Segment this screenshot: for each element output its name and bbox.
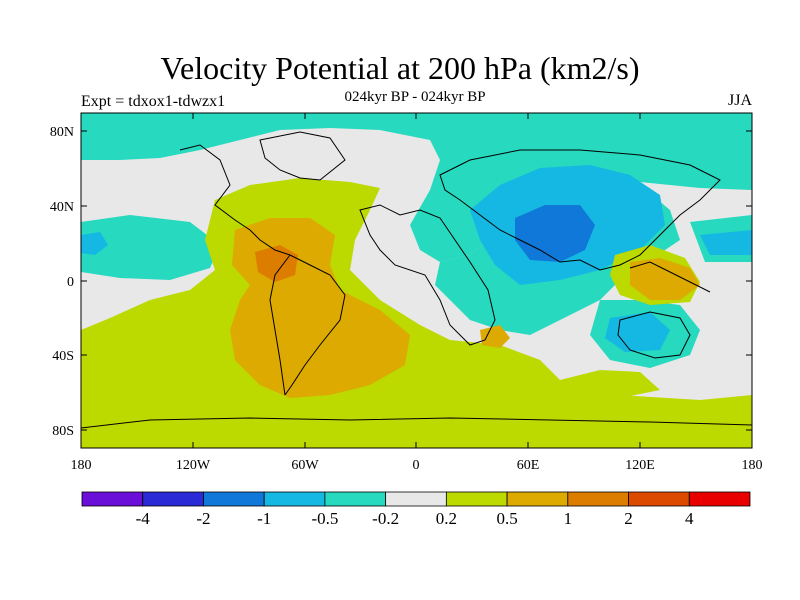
map-subtitle: 024kyr BP - 024kyr BP bbox=[344, 89, 486, 105]
colorbar: -4 -2 -1 -0.5 -0.2 0.2 0.5 1 2 4 bbox=[81, 491, 751, 528]
colorbar-swatch bbox=[324, 491, 387, 507]
tick-marks bbox=[80, 113, 753, 448]
colorbar-swatch bbox=[445, 491, 508, 507]
colorbar-swatch bbox=[142, 491, 204, 507]
lat-label-0: 0 bbox=[67, 275, 74, 290]
map-title: Velocity Potential at 200 hPa (km2/s) bbox=[160, 50, 640, 86]
colorbar-label: 1 bbox=[564, 509, 573, 528]
colorbar-swatch bbox=[506, 491, 569, 507]
lon-label-180e: 180 bbox=[742, 458, 763, 473]
lon-label-180w: 180 bbox=[71, 458, 92, 473]
experiment-label: Expt = tdxox1-tdwzx1 bbox=[81, 93, 226, 110]
lat-label-40s: 40S bbox=[52, 349, 74, 364]
colorbar-swatch bbox=[81, 491, 144, 507]
lon-label-120e: 120E bbox=[625, 458, 655, 473]
colorbar-label: -2 bbox=[196, 509, 210, 528]
colorbar-label: -0.5 bbox=[311, 509, 338, 528]
colorbar-swatch bbox=[203, 491, 265, 507]
colorbar-label: -4 bbox=[136, 509, 151, 528]
colorbar-label: -1 bbox=[257, 509, 271, 528]
lon-label-120w: 120W bbox=[176, 458, 211, 473]
lat-label-80s: 80S bbox=[52, 424, 74, 439]
colorbar-label: -0.2 bbox=[372, 509, 399, 528]
colorbar-label: 4 bbox=[685, 509, 694, 528]
lon-label-60e: 60E bbox=[517, 458, 540, 473]
colorbar-swatch bbox=[688, 491, 751, 507]
colorbar-swatch bbox=[567, 491, 629, 507]
season-label: JJA bbox=[727, 92, 752, 109]
lon-label-0: 0 bbox=[413, 458, 420, 473]
coastlines bbox=[81, 131, 752, 429]
colorbar-swatch bbox=[628, 491, 690, 507]
colorbar-swatch bbox=[263, 491, 326, 507]
colorbar-label: 2 bbox=[624, 509, 633, 528]
colorbar-swatch bbox=[385, 491, 447, 507]
colorbar-label: 0.5 bbox=[496, 509, 517, 528]
colorbar-label: 0.2 bbox=[436, 509, 457, 528]
lon-label-60w: 60W bbox=[291, 458, 319, 473]
lat-label-40n: 40N bbox=[50, 200, 74, 215]
lat-label-80n: 80N bbox=[50, 125, 74, 140]
contour-fill bbox=[81, 113, 752, 448]
